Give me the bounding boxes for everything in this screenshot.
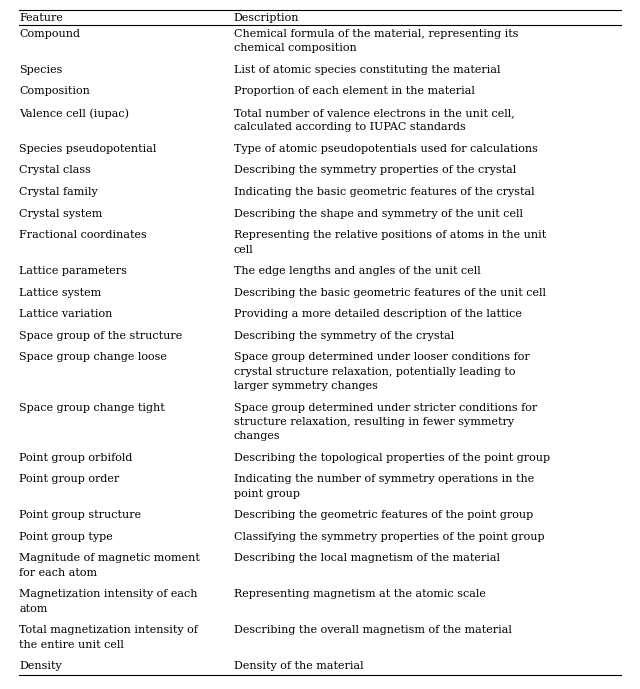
Text: Describing the symmetry of the crystal: Describing the symmetry of the crystal <box>234 331 454 340</box>
Text: Proportion of each element in the material: Proportion of each element in the materi… <box>234 87 474 96</box>
Text: larger symmetry changes: larger symmetry changes <box>234 381 378 391</box>
Text: Providing a more detailed description of the lattice: Providing a more detailed description of… <box>234 309 522 319</box>
Text: Fractional coordinates: Fractional coordinates <box>19 230 147 240</box>
Text: Crystal class: Crystal class <box>19 165 91 176</box>
Text: Chemical formula of the material, representing its: Chemical formula of the material, repres… <box>234 29 518 39</box>
Text: Space group determined under stricter conditions for: Space group determined under stricter co… <box>234 402 537 413</box>
Text: Indicating the number of symmetry operations in the: Indicating the number of symmetry operat… <box>234 474 534 484</box>
Text: cell: cell <box>234 245 253 254</box>
Text: Space group change loose: Space group change loose <box>19 352 167 362</box>
Text: Describing the overall magnetism of the material: Describing the overall magnetism of the … <box>234 625 511 635</box>
Text: crystal structure relaxation, potentially leading to: crystal structure relaxation, potentiall… <box>234 367 515 377</box>
Text: Species: Species <box>19 65 63 75</box>
Text: Describing the symmetry properties of the crystal: Describing the symmetry properties of th… <box>234 165 516 176</box>
Text: Indicating the basic geometric features of the crystal: Indicating the basic geometric features … <box>234 187 534 197</box>
Text: atom: atom <box>19 604 47 614</box>
Text: Describing the local magnetism of the material: Describing the local magnetism of the ma… <box>234 553 500 564</box>
Text: Space group change tight: Space group change tight <box>19 402 165 413</box>
Text: calculated according to IUPAC standards: calculated according to IUPAC standards <box>234 123 465 132</box>
Text: Point group order: Point group order <box>19 474 120 484</box>
Text: Lattice variation: Lattice variation <box>19 309 113 319</box>
Text: Space group determined under looser conditions for: Space group determined under looser cond… <box>234 352 529 362</box>
Text: Point group structure: Point group structure <box>19 511 141 520</box>
Text: Point group orbifold: Point group orbifold <box>19 453 132 463</box>
Text: The edge lengths and angles of the unit cell: The edge lengths and angles of the unit … <box>234 266 481 276</box>
Text: Space group of the structure: Space group of the structure <box>19 331 182 340</box>
Text: structure relaxation, resulting in fewer symmetry: structure relaxation, resulting in fewer… <box>234 417 514 427</box>
Text: Density: Density <box>19 661 62 671</box>
Text: Describing the topological properties of the point group: Describing the topological properties of… <box>234 453 550 463</box>
Text: Type of atomic pseudopotentials used for calculations: Type of atomic pseudopotentials used for… <box>234 144 538 154</box>
Text: Crystal system: Crystal system <box>19 209 102 218</box>
Text: Lattice parameters: Lattice parameters <box>19 266 127 276</box>
Text: Compound: Compound <box>19 29 80 39</box>
Text: Total magnetization intensity of: Total magnetization intensity of <box>19 625 198 635</box>
Text: Magnitude of magnetic moment: Magnitude of magnetic moment <box>19 553 200 564</box>
Text: Representing the relative positions of atoms in the unit: Representing the relative positions of a… <box>234 230 546 240</box>
Text: point group: point group <box>234 489 300 499</box>
Text: chemical composition: chemical composition <box>234 43 356 53</box>
Text: Describing the geometric features of the point group: Describing the geometric features of the… <box>234 511 533 520</box>
Text: Species pseudopotential: Species pseudopotential <box>19 144 157 154</box>
Text: Crystal family: Crystal family <box>19 187 98 197</box>
Text: Lattice system: Lattice system <box>19 287 102 298</box>
Text: Composition: Composition <box>19 87 90 96</box>
Text: Magnetization intensity of each: Magnetization intensity of each <box>19 589 198 599</box>
Text: Density of the material: Density of the material <box>234 661 364 671</box>
Text: Point group type: Point group type <box>19 532 113 542</box>
Text: Representing magnetism at the atomic scale: Representing magnetism at the atomic sca… <box>234 589 486 599</box>
Text: for each atom: for each atom <box>19 568 97 578</box>
Text: Describing the shape and symmetry of the unit cell: Describing the shape and symmetry of the… <box>234 209 523 218</box>
Text: Describing the basic geometric features of the unit cell: Describing the basic geometric features … <box>234 287 545 298</box>
Text: Valence cell (iupac): Valence cell (iupac) <box>19 108 129 119</box>
Text: Feature: Feature <box>19 12 63 23</box>
Text: Total number of valence electrons in the unit cell,: Total number of valence electrons in the… <box>234 108 515 118</box>
Text: the entire unit cell: the entire unit cell <box>19 639 124 650</box>
Text: Description: Description <box>234 12 299 23</box>
Text: changes: changes <box>234 431 280 441</box>
Text: Classifying the symmetry properties of the point group: Classifying the symmetry properties of t… <box>234 532 544 542</box>
Text: List of atomic species constituting the material: List of atomic species constituting the … <box>234 65 500 75</box>
